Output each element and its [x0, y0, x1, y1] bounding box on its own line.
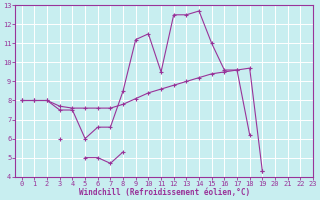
X-axis label: Windchill (Refroidissement éolien,°C): Windchill (Refroidissement éolien,°C) — [79, 188, 250, 197]
